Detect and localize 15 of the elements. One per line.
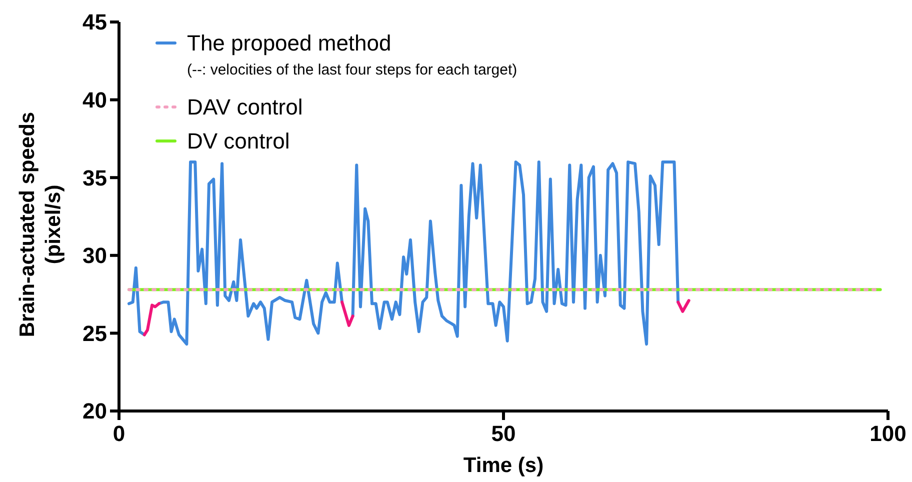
y-tick-label: 20 — [82, 398, 107, 424]
y-axis-title: Brain-actuated speeds (pixel/s) — [16, 112, 65, 338]
legend-label: DAV control — [187, 94, 303, 120]
y-tick-label: 45 — [82, 10, 107, 35]
legend-label: DV control — [187, 128, 290, 154]
annotation: (--: velocities of the last four steps for each target) — [187, 61, 518, 78]
y-tick-label: 40 — [82, 88, 107, 112]
x-tick-label: 100 — [870, 421, 906, 446]
x-tick-label: 50 — [491, 421, 516, 446]
y-tick-label: 35 — [82, 165, 107, 190]
x-tick-label: 0 — [112, 421, 126, 446]
y-tick-label: 30 — [82, 243, 107, 268]
x-axis-title: Time (s) — [463, 454, 544, 477]
legend-label: The propoed method — [187, 30, 392, 56]
y-tick-label: 25 — [82, 320, 107, 346]
